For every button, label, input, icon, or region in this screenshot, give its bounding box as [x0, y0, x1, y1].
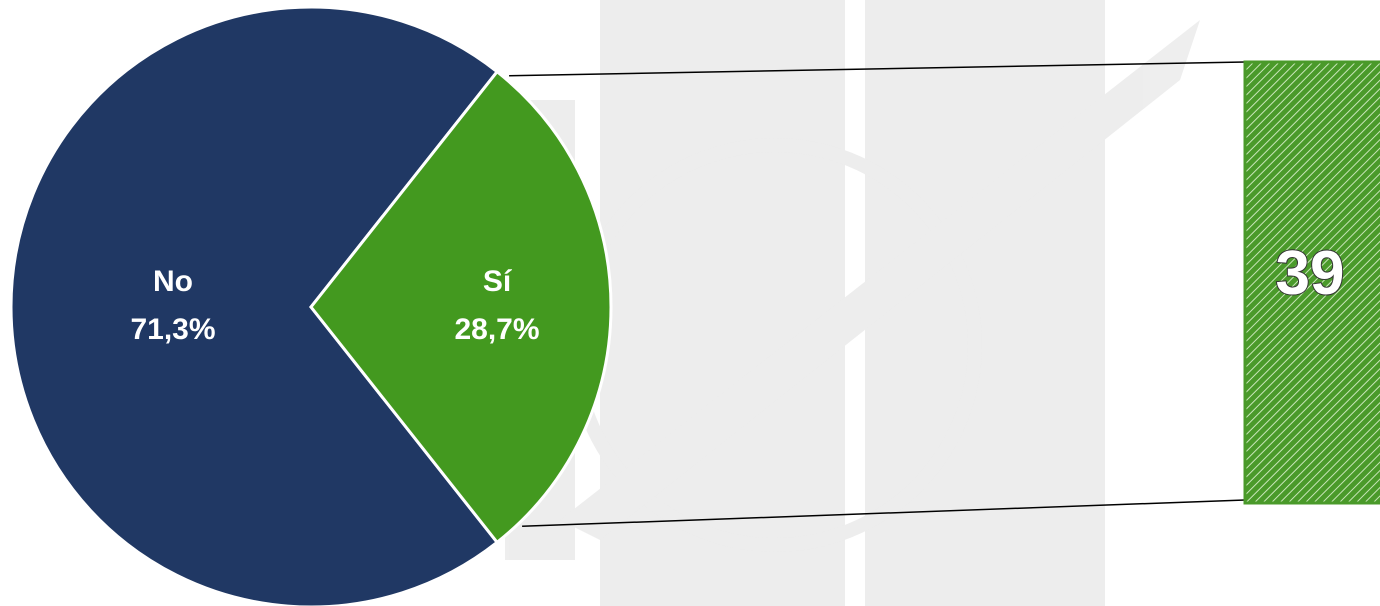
- slice-category: No: [153, 265, 193, 298]
- slice-value-label: 71,3%: [130, 313, 215, 346]
- connector-line: [509, 61, 1246, 77]
- connector-line: [522, 499, 1246, 528]
- slice-category: Sí: [483, 265, 513, 298]
- breakout-value: 39: [1276, 239, 1345, 308]
- breakout-bar: [1243, 60, 1380, 505]
- watermark: [505, 0, 1200, 606]
- pie-slice: [9, 5, 500, 606]
- slice-value-label: 28,7%: [454, 313, 539, 346]
- pie-slice: [309, 69, 613, 545]
